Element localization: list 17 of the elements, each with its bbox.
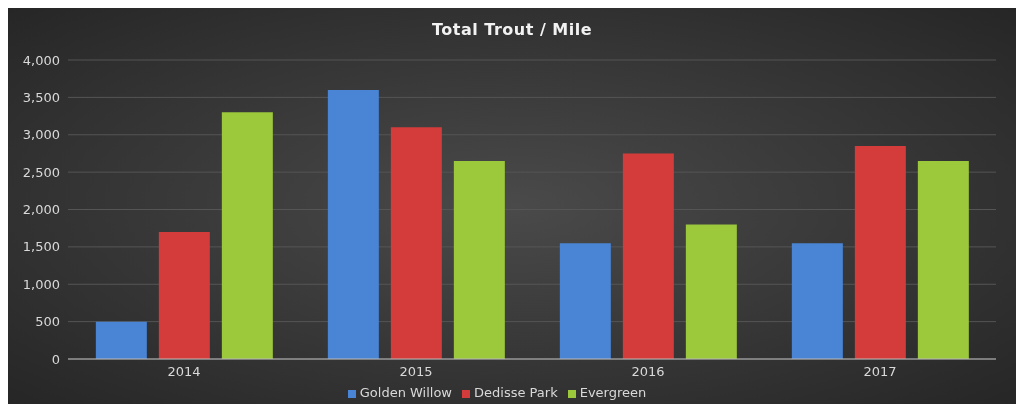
legend-label: Dedisse Park <box>474 385 558 400</box>
legend-label: Golden Willow <box>359 385 453 400</box>
y-tick-label: 2,500 <box>22 164 60 180</box>
x-tick-label: 2016 <box>631 364 665 380</box>
y-tick-label: 3,500 <box>22 89 60 105</box>
y-tick-label: 2,000 <box>22 202 60 218</box>
x-tick-label: 2015 <box>399 364 433 380</box>
y-tick-label: 1,000 <box>22 276 60 292</box>
chart-title: Total Trout / Mile <box>430 19 594 41</box>
legend-label: Evergreen <box>579 385 647 400</box>
y-tick-label: 1,500 <box>22 239 60 255</box>
y-tick-label: 4,000 <box>22 52 60 68</box>
y-tick-label: 500 <box>35 314 60 330</box>
y-tick-label: 0 <box>51 351 60 367</box>
y-tick-label: 3,000 <box>22 127 60 143</box>
x-tick-label: 2017 <box>863 364 897 380</box>
x-tick-label: 2014 <box>167 364 201 380</box>
